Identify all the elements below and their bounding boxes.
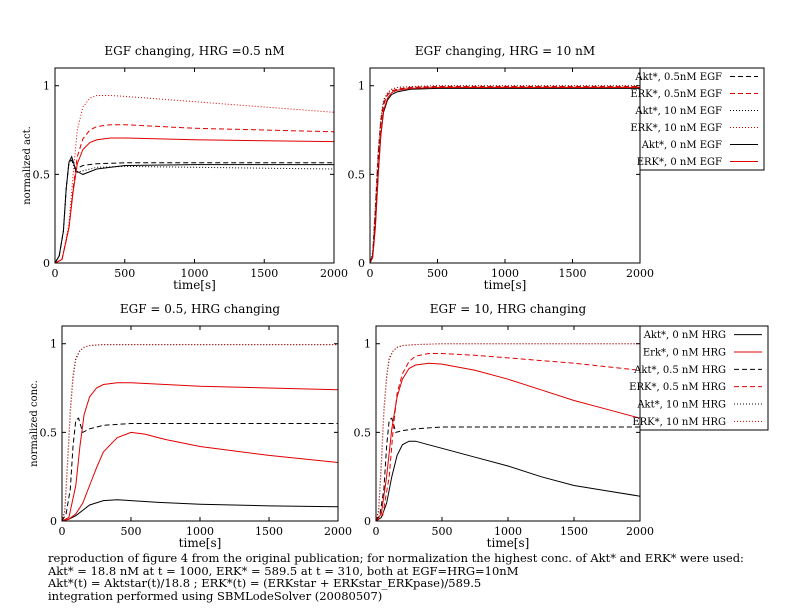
chart-title: EGF changing, HRG =0.5 nM xyxy=(104,44,284,58)
y-tick-label: 1 xyxy=(43,80,50,93)
x-tick-label: 2000 xyxy=(626,267,654,280)
y-tick-label: 0.5 xyxy=(33,168,51,181)
series-line-1 xyxy=(370,86,640,263)
legend-label: ERK*, 0.5nM EGF xyxy=(630,89,722,100)
series-line-3 xyxy=(370,85,640,263)
y-axis-label: normalized act. xyxy=(22,126,33,205)
x-tick-label: 2000 xyxy=(626,525,654,538)
x-tick-label: 1500 xyxy=(250,267,278,280)
legend-box xyxy=(639,67,765,171)
x-tick-label: 500 xyxy=(432,525,453,538)
series-line-2 xyxy=(55,124,334,263)
series-line-3 xyxy=(55,159,334,263)
x-tick-label: 500 xyxy=(121,525,142,538)
legend: Akt*, 0.5nM EGF ERK*, 0.5nM EGF Akt*, 10 n… xyxy=(630,67,765,171)
plot-frame xyxy=(375,325,641,522)
y-tick-label: 1 xyxy=(364,338,371,351)
series-line-4 xyxy=(376,353,640,521)
y-tick-label: 0.5 xyxy=(348,168,366,181)
x-axis-label: time[s] xyxy=(484,278,527,292)
series-line-5 xyxy=(55,155,334,263)
x-tick-label: 0 xyxy=(52,267,59,280)
x-tick-label: 500 xyxy=(114,267,135,280)
caption-line-4: integration performed using SBMLodeSolve… xyxy=(48,588,383,603)
chart-panel-3: EGF = 0.5, HRG changing 0 500 1000 1500 2000 0… xyxy=(29,302,352,550)
legend-label: Akt*, 0 nM EGF xyxy=(641,140,722,151)
chart-panel-1: EGF changing, HRG =0.5 nM 0 500 1000 1500 200… xyxy=(22,44,348,292)
x-axis-label: time[s] xyxy=(173,278,216,292)
legend-label: Akt*, 0.5 nM HRG xyxy=(633,365,726,376)
y-tick-label: 1 xyxy=(358,80,365,93)
legend-label: ERK*, 10 nM HRG xyxy=(632,417,726,428)
series-line-6 xyxy=(370,87,640,263)
y-tick-label: 0 xyxy=(50,515,57,528)
series-line-2 xyxy=(376,362,640,521)
x-tick-label: 1500 xyxy=(559,267,587,280)
x-tick-label: 2000 xyxy=(320,267,348,280)
series-line-4 xyxy=(370,85,640,263)
x-tick-label: 0 xyxy=(373,525,380,538)
chart-title: EGF = 10, HRG changing xyxy=(430,302,587,316)
x-axis-label: time[s] xyxy=(179,536,222,550)
caption-line-2: Akt* = 18.8 nM at t = 1000, ERK* = 589.5… xyxy=(48,563,519,578)
series-line-5 xyxy=(376,343,640,521)
y-tick-label: 0 xyxy=(364,515,371,528)
figure-caption: reproduction of figure 4 from the origin… xyxy=(48,552,744,602)
legend-box xyxy=(639,325,769,431)
x-tick-label: 1000 xyxy=(181,267,209,280)
series-line-4 xyxy=(62,382,338,521)
legend-label: ERK*, 0 nM EGF xyxy=(637,157,722,168)
figure: EGF changing, HRG =0.5 nM0 500 1000 1500 200… xyxy=(22,44,769,550)
series-line-1 xyxy=(55,159,334,263)
x-tick-label: 0 xyxy=(367,267,374,280)
series-line-3 xyxy=(62,417,338,521)
series-line-1 xyxy=(376,440,640,521)
y-axis-label: normalized conc. xyxy=(29,380,40,467)
x-tick-label: 1500 xyxy=(255,525,283,538)
chart-panel-2: EGF changing, HRG = 10 nM 0 500 1000 1500 200… xyxy=(348,44,765,292)
legend-label: ERK*, 0.5 nM HRG xyxy=(629,382,726,393)
y-tick-label: 0 xyxy=(43,257,50,270)
series-line-6 xyxy=(62,344,338,521)
chart-title: EGF changing, HRG = 10 nM xyxy=(415,44,595,58)
y-tick-label: 1 xyxy=(50,338,57,351)
x-tick-label: 1000 xyxy=(491,267,519,280)
series-line-5 xyxy=(370,87,640,263)
x-tick-label: 0 xyxy=(59,525,66,538)
series-line-2 xyxy=(370,86,640,263)
series-line-6 xyxy=(55,137,334,263)
plot-frame xyxy=(54,67,335,264)
legend-label: Akt*, 0 nM HRG xyxy=(643,330,726,341)
y-tick-label: 0.5 xyxy=(40,426,58,439)
series-line-1 xyxy=(62,499,338,521)
x-axis-label: time[s] xyxy=(487,536,530,550)
legend-label: Erk*, 0 nM HRG xyxy=(643,348,726,359)
x-tick-label: 500 xyxy=(427,267,448,280)
legend-label: ERK*, 10 nM EGF xyxy=(630,123,722,134)
series-line-2 xyxy=(62,431,338,521)
series-line-5 xyxy=(62,344,338,521)
y-tick-label: 0 xyxy=(358,257,365,270)
x-tick-label: 2000 xyxy=(324,525,352,538)
caption-line-3: Akt*(t) = Aktstar(t)/18.8 ; ERK*(t) = (E… xyxy=(48,576,482,591)
legend-label: Akt*, 0.5nM EGF xyxy=(634,72,722,83)
chart-title: EGF = 0.5, HRG changing xyxy=(120,302,281,316)
series-line-3 xyxy=(376,417,640,521)
series-line-6 xyxy=(376,343,640,521)
x-tick-label: 1500 xyxy=(560,525,588,538)
legend-label: Akt*, 10 nM EGF xyxy=(634,106,722,117)
legend-label: Akt*, 10 nM HRG xyxy=(636,400,726,411)
chart-panel-4: EGF = 10, HRG changing 0 500 1000 1500 2000 0 0… xyxy=(354,302,769,550)
series-line-4 xyxy=(55,95,334,263)
plot-frame xyxy=(369,67,641,264)
y-tick-label: 0.5 xyxy=(354,426,372,439)
caption-line-1: reproduction of figure 4 from the origin… xyxy=(48,551,744,565)
legend: Akt*, 0 nM HRG Erk*, 0 nM HRG Akt*, 0.5 nM… xyxy=(629,325,769,431)
x-tick-label: 1000 xyxy=(186,525,214,538)
x-tick-label: 1000 xyxy=(494,525,522,538)
